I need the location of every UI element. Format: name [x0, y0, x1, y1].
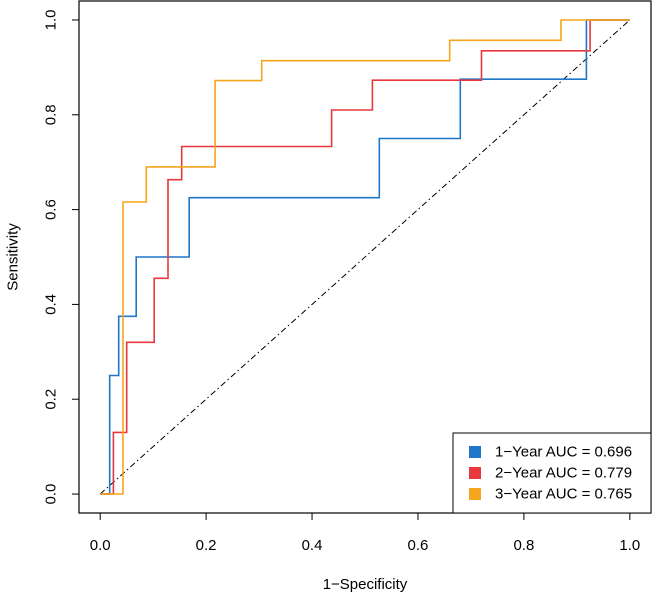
y-tick-label: 0.6 [43, 199, 60, 220]
y-tick-label: 1.0 [43, 10, 60, 31]
legend-swatch-2 [469, 467, 481, 479]
x-axis-label: 1−Specificity [323, 576, 408, 593]
y-tick-label: 0.2 [43, 389, 60, 410]
series-line-2 [100, 19, 630, 495]
legend-swatch-3 [469, 488, 481, 500]
x-tick-label: 0.8 [513, 537, 534, 554]
series-line-3 [100, 19, 630, 495]
x-axis: 0.0 0.2 0.4 0.6 0.8 1.0 [90, 512, 640, 554]
y-tick-label: 0.8 [43, 104, 60, 125]
reference-line-layer [99, 19, 631, 495]
legend-box [452, 432, 652, 514]
y-tick-label: 0.4 [43, 294, 60, 315]
x-tick-label: 0.4 [302, 537, 323, 554]
reference-diagonal-line [99, 19, 631, 495]
series-line-1 [100, 19, 630, 495]
legend: 1−Year AUC = 0.696 2−Year AUC = 0.779 3−Ye… [452, 432, 652, 514]
legend-swatch-1 [469, 446, 481, 458]
legend-label-3: 3−Year AUC = 0.765 [495, 486, 632, 503]
x-tick-label: 0.0 [90, 537, 111, 554]
legend-label-2: 2−Year AUC = 0.779 [495, 465, 632, 482]
x-tick-label: 0.6 [408, 537, 429, 554]
x-tick-label: 0.2 [196, 537, 217, 554]
series-layer [100, 19, 630, 495]
x-tick-label: 1.0 [619, 537, 640, 554]
y-axis-label: Sensitivity [5, 223, 22, 291]
y-axis: 0.0 0.2 0.4 0.6 0.8 1.0 [43, 10, 80, 505]
y-tick-label: 0.0 [43, 484, 60, 505]
legend-label-1: 1−Year AUC = 0.696 [495, 444, 632, 461]
